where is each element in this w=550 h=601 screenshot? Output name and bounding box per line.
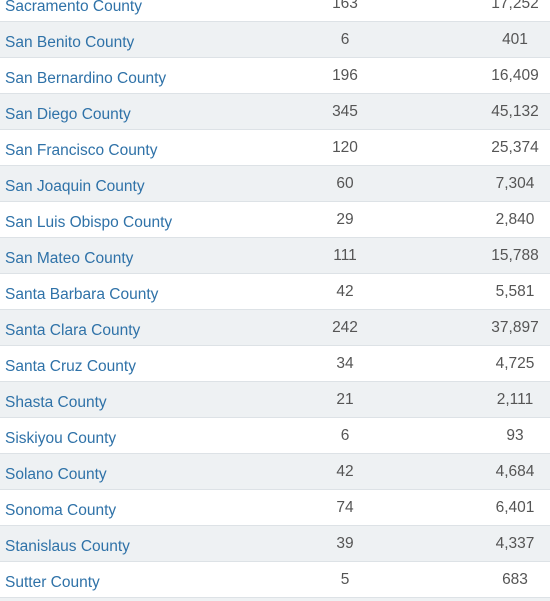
count-cell: 21 [336,391,354,408]
table-row: Shasta County 21 2,111 [0,382,550,418]
count-cell: 111 [333,247,357,264]
count-cell: 6 [340,427,350,444]
table-row: Sutter County 5 683 [0,562,550,598]
total-cell: 4,725 [495,355,535,372]
count-cell: 196 [332,67,358,84]
count-cell: 42 [336,463,354,480]
count-cell: 39 [336,535,354,552]
total-cell: 37,897 [491,319,539,336]
table-row: San Luis Obispo County 29 2,840 [0,202,550,238]
total-cell: 93 [506,427,524,444]
total-cell: 683 [502,571,528,588]
total-cell: 4,684 [495,463,535,480]
total-cell: 16,409 [491,67,539,84]
table-row: San Benito County 6 401 [0,22,550,58]
count-cell: 242 [332,319,358,336]
table-row: Santa Clara County 242 37,897 [0,310,550,346]
count-cell: 42 [336,283,354,300]
table-row: San Francisco County 120 25,374 [0,130,550,166]
table-row: San Mateo County 111 15,788 [0,238,550,274]
county-name[interactable]: Santa Clara County [5,322,141,339]
county-name[interactable]: Sacramento County [5,0,142,15]
county-name[interactable]: Santa Barbara County [5,286,159,303]
table-row: San Diego County 345 45,132 [0,94,550,130]
total-cell: 5,581 [495,283,535,300]
total-cell: 25,374 [491,139,539,156]
total-cell: 2,111 [496,391,534,408]
count-cell: 74 [336,499,354,516]
county-name[interactable]: San Joaquin County [5,178,145,195]
table-row: San Joaquin County 60 7,304 [0,166,550,202]
count-cell: 34 [336,355,354,372]
county-name[interactable]: San Luis Obispo County [5,214,173,231]
county-name[interactable]: Siskiyou County [5,430,117,447]
total-cell: 401 [502,31,528,48]
county-name[interactable]: Santa Cruz County [5,358,136,375]
table-row: Sonoma County 74 6,401 [0,490,550,526]
count-cell: 29 [336,211,354,228]
county-name[interactable]: San Bernardino County [5,70,167,87]
county-name[interactable]: San Francisco County [5,142,158,159]
count-cell: 345 [332,103,358,120]
next-row-strip [0,598,550,601]
county-name[interactable]: San Benito County [5,34,135,51]
total-cell: 2,840 [495,211,535,228]
county-name[interactable]: Stanislaus County [5,538,130,555]
county-name[interactable]: San Mateo County [5,250,134,267]
county-name[interactable]: Shasta County [5,394,107,411]
county-name[interactable]: Sutter County [5,574,100,591]
table-row: Siskiyou County 6 93 [0,418,550,454]
table-row: Santa Barbara County 42 5,581 [0,274,550,310]
table-row: Solano County 42 4,684 [0,454,550,490]
county-name[interactable]: Solano County [5,466,107,483]
count-cell: 6 [340,31,350,48]
total-cell: 6,401 [495,499,535,516]
total-cell: 15,788 [491,247,539,264]
table-row: Stanislaus County 39 4,337 [0,526,550,562]
county-name[interactable]: Sonoma County [5,502,117,519]
count-cell: 120 [332,139,358,156]
total-cell: 7,304 [495,175,535,192]
table-row: Sacramento County 163 17,252 [0,0,550,22]
count-cell: 60 [336,175,354,192]
table-row: San Bernardino County 196 16,409 [0,58,550,94]
table-row: Santa Cruz County 34 4,725 [0,346,550,382]
county-name[interactable]: San Diego County [5,106,131,123]
total-cell: 45,132 [491,103,539,120]
total-cell: 4,337 [495,535,535,552]
total-cell: 17,252 [491,0,539,12]
count-cell: 163 [332,0,358,12]
count-cell: 5 [340,571,350,588]
